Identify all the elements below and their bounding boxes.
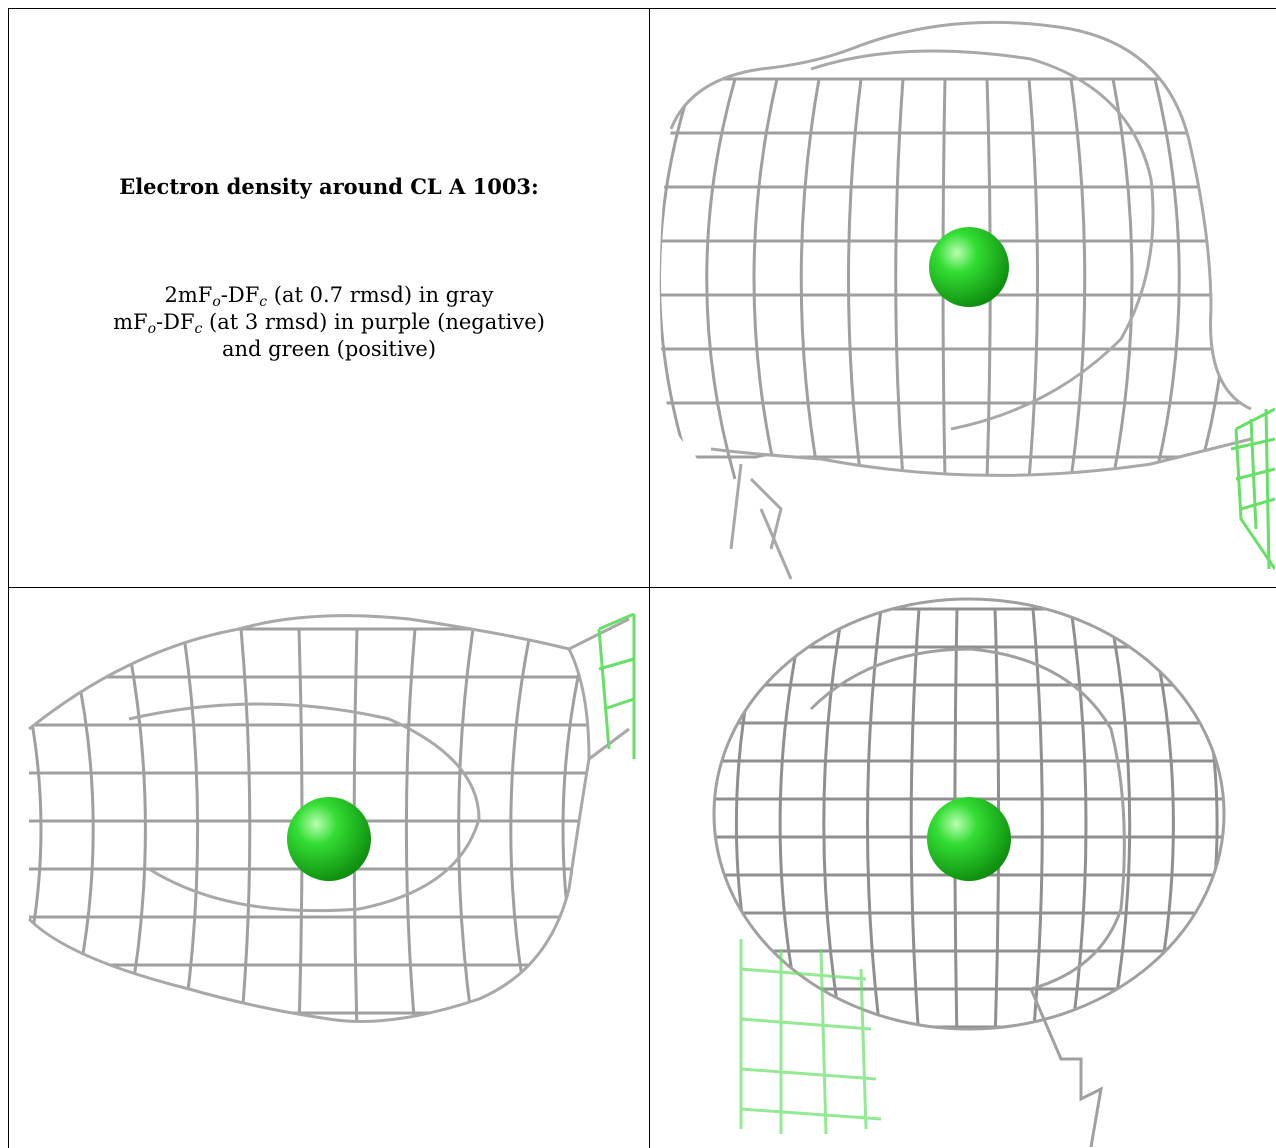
caption-body: 2mFo-DFc (at 0.7 rmsd) in gray mFo-DFc (… <box>9 282 649 363</box>
mesh-line <box>404 628 417 1022</box>
mesh-line <box>457 628 475 1022</box>
mesh-line <box>705 78 737 480</box>
mesh-line <box>1069 608 1088 1029</box>
mesh-line <box>659 78 695 480</box>
mesh-line <box>822 608 845 1029</box>
mesh-line <box>509 628 533 1022</box>
table-border-left <box>8 8 9 1148</box>
chloride-atom <box>929 227 1009 307</box>
mesh-line <box>799 78 821 480</box>
table-divider-vertical <box>649 8 650 1148</box>
mesh-line <box>29 628 43 1022</box>
density-mesh-svg <box>651 597 1226 1147</box>
caption-panel: Electron density around CL A 1003: 2mFo-… <box>9 9 649 587</box>
mesh-line <box>752 78 779 480</box>
mesh-line <box>1031 608 1044 1029</box>
density-mesh-svg <box>659 20 1275 580</box>
table-border-top <box>8 8 1276 9</box>
caption-title: Electron density around CL A 1003: <box>119 174 539 199</box>
caption-line-3: and green (positive) <box>221 337 437 361</box>
caption-line-1: 2mFo-DFc (at 0.7 rmsd) in gray <box>164 283 494 310</box>
density-mesh-svg <box>27 612 647 1029</box>
mesh-line <box>615 629 647 1029</box>
chloride-atom <box>927 797 1011 881</box>
mesh-green <box>739 939 882 1135</box>
mesh-line <box>181 628 200 1022</box>
mesh-line <box>1111 78 1134 480</box>
density-view-top-right <box>651 9 1275 587</box>
mesh-line <box>1027 78 1039 480</box>
mesh-line <box>1107 608 1132 1029</box>
mesh-line <box>561 628 589 1022</box>
mesh-line <box>65 628 95 1022</box>
mesh-green <box>597 612 636 759</box>
mesh-line <box>651 609 691 1039</box>
mesh-line <box>847 78 863 480</box>
mesh-green <box>1230 407 1275 570</box>
caption-line-2: mFo-DFc (at 3 rmsd) in purple (negative) <box>113 310 545 337</box>
chloride-atom <box>287 797 371 881</box>
mesh-line <box>714 608 731 1029</box>
table-divider-horizontal <box>8 587 1276 588</box>
mesh-line <box>1195 78 1228 480</box>
mesh-line <box>239 628 252 1022</box>
mesh-line <box>1069 78 1087 480</box>
mesh-line <box>123 628 147 1022</box>
mesh-line <box>1183 608 1219 1029</box>
mesh-line <box>909 608 921 1029</box>
mesh-line <box>866 608 883 1029</box>
mesh-line <box>1221 608 1224 1029</box>
density-view-bottom-left <box>9 589 649 1147</box>
mesh-line <box>1153 78 1181 480</box>
density-view-bottom-right <box>651 589 1275 1147</box>
mesh-line <box>894 78 905 480</box>
